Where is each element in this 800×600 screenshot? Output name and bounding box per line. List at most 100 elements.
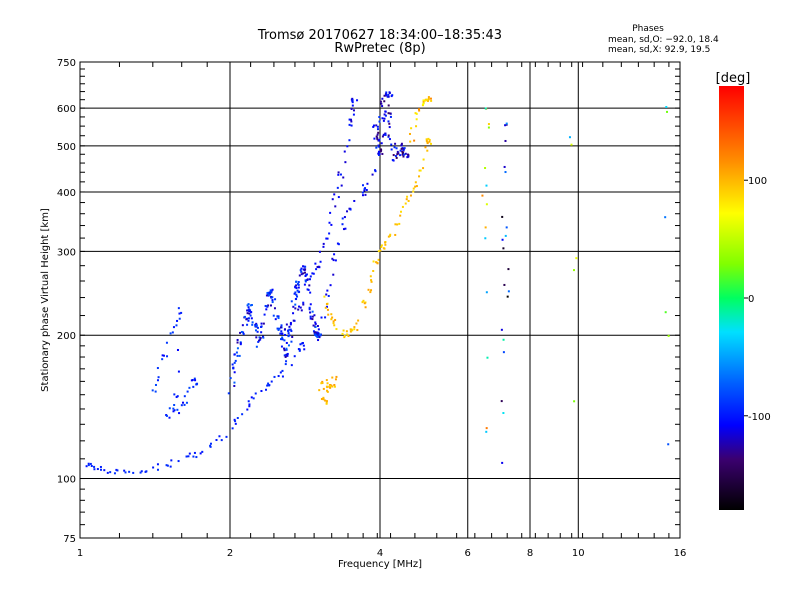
data-point [371,173,374,176]
data-point [375,124,378,127]
data-point [313,314,316,317]
data-point [145,470,148,473]
x-tick-label: 10 [572,548,585,559]
data-point [484,167,487,170]
data-point [355,322,358,325]
data-point [304,274,307,277]
data-point [273,375,276,378]
data-point [220,439,223,442]
data-point [346,145,349,148]
data-point [323,295,326,298]
data-point [300,267,303,270]
data-point [233,353,236,356]
data-point [180,311,183,314]
data-point [376,128,379,131]
data-point [390,143,393,146]
data-point [384,132,387,135]
data-point [398,222,401,225]
data-point [394,223,397,226]
data-point [356,329,359,332]
data-point [304,265,307,268]
y-tick-label: 400 [57,188,76,199]
data-point [374,169,377,172]
data-point [381,135,384,138]
data-point [188,386,191,389]
data-point [394,233,397,236]
data-point [381,117,384,120]
data-point [247,303,250,306]
data-point [309,303,312,306]
data-point [325,237,328,240]
data-point [246,323,249,326]
data-point [505,122,508,125]
data-point [311,315,314,318]
grid-lines [80,62,680,538]
data-point [285,360,288,363]
data-point [293,355,296,358]
data-point [254,329,257,332]
data-point [183,403,186,406]
data-point [422,100,425,103]
data-point [401,153,404,156]
stats-x-line: mean, sd,X: 92.9, 19.5 [608,45,710,55]
data-point [418,109,421,112]
data-point [319,260,322,263]
data-point [262,336,265,339]
data-point [380,102,383,105]
data-point [295,293,298,296]
data-point [284,333,287,336]
data-point [377,145,380,148]
data-point [324,316,327,319]
data-point [245,318,248,321]
data-point [201,450,204,453]
data-point [157,376,160,379]
data-point [194,379,197,382]
data-point [302,303,305,306]
data-point [382,119,385,122]
data-point [168,416,171,419]
data-point [331,198,334,201]
data-point [274,298,277,301]
data-point [425,138,428,141]
data-point [315,268,318,271]
data-point [281,336,284,339]
data-point [316,331,319,334]
data-point [329,284,332,287]
data-point [298,305,301,308]
data-point [298,274,301,277]
data-point [353,326,356,329]
data-point [397,152,400,155]
data-point [501,215,504,218]
data-point [233,384,236,387]
x-tick-label: 6 [465,548,471,559]
data-point [265,305,268,308]
data-point [286,354,289,357]
y-tick-label: 300 [57,247,76,258]
data-point [331,385,334,388]
data-point [246,304,249,307]
data-point [250,317,253,320]
data-point [140,470,143,473]
data-point [215,439,218,442]
data-point [199,452,202,455]
data-point [290,330,293,333]
data-point [484,237,487,240]
data-point [99,465,102,468]
data-point [231,363,234,366]
data-point [384,114,387,117]
data-point [156,463,159,466]
data-point [326,382,329,385]
data-point [302,301,305,304]
data-point [177,307,180,310]
data-point [340,184,343,187]
x-axis-label: Frequency [MHz] [338,559,422,570]
data-point [372,269,375,272]
data-point [485,430,488,433]
data-point [287,332,290,335]
data-point [664,311,667,314]
data-point [415,185,418,188]
data-point [185,401,188,404]
data-point [302,344,305,347]
data-point [415,112,418,115]
data-point [341,217,344,220]
